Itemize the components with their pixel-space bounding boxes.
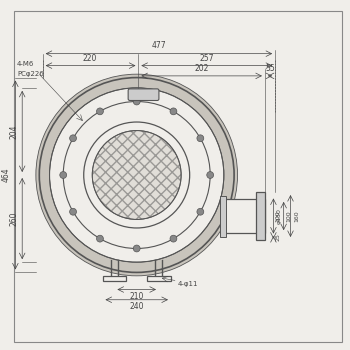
Text: 204: 204 (10, 124, 19, 139)
Bar (256, 192, 265, 240)
Text: 477: 477 (152, 41, 166, 50)
Text: 257: 257 (199, 54, 214, 63)
Circle shape (60, 172, 66, 178)
Text: 4-M6: 4-M6 (17, 61, 34, 66)
Text: 100: 100 (275, 210, 280, 222)
Circle shape (207, 172, 214, 178)
Text: 210: 210 (130, 292, 144, 301)
Circle shape (97, 235, 103, 242)
Circle shape (70, 208, 77, 215)
Bar (147, 276, 171, 281)
Circle shape (197, 208, 204, 215)
FancyBboxPatch shape (128, 89, 159, 100)
Circle shape (70, 135, 77, 142)
Circle shape (170, 108, 177, 115)
Circle shape (97, 108, 103, 115)
Circle shape (170, 235, 177, 242)
Text: 100: 100 (286, 210, 292, 222)
Text: 240: 240 (130, 302, 144, 312)
Text: 25: 25 (275, 233, 280, 241)
Text: PCφ226: PCφ226 (17, 71, 44, 77)
Circle shape (92, 131, 181, 219)
Text: 4-φ11: 4-φ11 (178, 281, 198, 287)
Circle shape (133, 245, 140, 252)
Text: 260: 260 (10, 211, 19, 226)
Text: 220: 220 (83, 54, 97, 63)
Circle shape (197, 135, 204, 142)
Text: 202: 202 (195, 64, 209, 73)
Circle shape (133, 98, 140, 105)
Text: 464: 464 (1, 168, 10, 182)
Bar (224, 199, 265, 233)
Text: φ150: φ150 (277, 208, 282, 224)
Text: 160: 160 (294, 210, 299, 222)
Text: 55: 55 (265, 64, 275, 73)
Bar (220, 196, 225, 237)
Wedge shape (36, 74, 238, 276)
Bar (103, 276, 126, 281)
